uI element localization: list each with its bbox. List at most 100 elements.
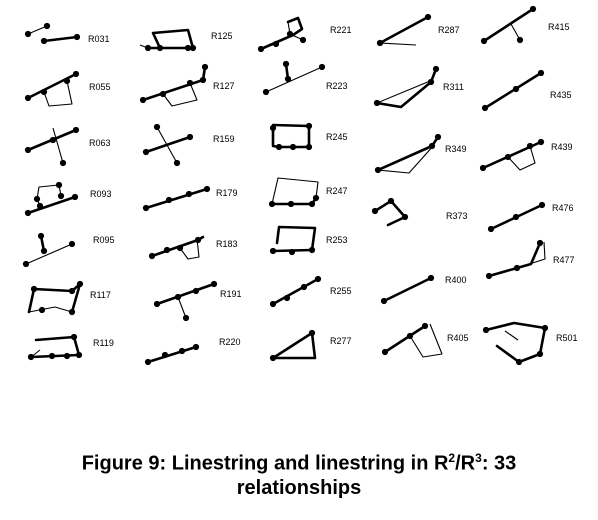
node-point <box>288 248 296 256</box>
linestring-b <box>271 177 319 205</box>
node-point <box>427 78 435 86</box>
node-point <box>287 200 295 208</box>
node-point <box>479 164 487 172</box>
exponent-3: 3 <box>475 451 482 465</box>
relationship-figure-r287: R287 <box>376 13 460 47</box>
relationship-figure-r221: R221 <box>257 16 352 53</box>
node-point <box>541 324 549 332</box>
node-point <box>283 294 291 302</box>
node-point <box>37 232 45 240</box>
node-point <box>374 166 382 174</box>
relationship-figure-r247: R247 <box>268 177 348 208</box>
node-point <box>380 297 388 305</box>
relationship-figure-r223: R223 <box>262 60 348 96</box>
node-point <box>308 200 316 208</box>
node-point <box>269 300 277 308</box>
linestring-b <box>377 144 435 174</box>
node-point <box>73 33 81 41</box>
node-point <box>434 133 442 141</box>
relationship-label: R349 <box>445 144 467 154</box>
space-symbol-r2: R <box>433 452 449 475</box>
node-point <box>63 77 71 85</box>
node-point <box>148 252 156 260</box>
node-point <box>192 343 200 351</box>
node-point <box>184 44 192 52</box>
linestring-a <box>259 16 304 51</box>
node-point <box>299 36 307 44</box>
node-point <box>269 124 277 132</box>
node-point <box>68 240 76 248</box>
node-point <box>536 239 544 247</box>
linestring-b <box>177 296 187 319</box>
node-point <box>537 138 545 146</box>
relationship-label: R477 <box>553 255 575 265</box>
caption-suffix: : 33 <box>481 452 517 475</box>
relationship-label: R055 <box>89 82 111 92</box>
node-point <box>22 260 30 268</box>
linestring-a <box>141 65 207 102</box>
relationship-figure-r119: R119 <box>27 333 114 361</box>
linestring-b <box>162 82 198 107</box>
node-point <box>373 99 381 107</box>
node-point <box>401 213 409 221</box>
relationship-figure-r055: R055 <box>24 70 111 107</box>
relationship-figure-r435: R435 <box>481 69 572 112</box>
node-point <box>275 143 283 151</box>
node-point <box>24 94 32 102</box>
node-point <box>282 60 290 68</box>
node-point <box>40 88 48 96</box>
linestring-a <box>373 199 407 227</box>
relationship-figure-r476: R476 <box>487 201 574 233</box>
relationship-figure-r117: R117 <box>27 280 111 316</box>
node-point <box>529 5 537 13</box>
relationship-figure-r127: R127 <box>139 63 235 107</box>
linestring-a <box>271 331 317 360</box>
node-point <box>194 236 202 244</box>
relationship-label: R311 <box>443 82 464 92</box>
relationship-label: R373 <box>446 211 468 221</box>
relationship-figure-r400: R400 <box>380 274 467 305</box>
space-symbol-r3: R <box>460 452 476 475</box>
node-point <box>318 63 326 71</box>
node-point <box>63 352 71 360</box>
linestring-a <box>382 276 433 303</box>
relationship-label: R435 <box>550 90 572 100</box>
relationship-label: R415 <box>548 22 570 32</box>
relationship-figure-r093: R093 <box>24 181 112 217</box>
node-point <box>43 22 51 30</box>
relationship-label: R247 <box>326 186 348 196</box>
relationship-figure-r415: R415 <box>480 5 570 45</box>
relationship-label: R501 <box>556 333 578 343</box>
node-point <box>515 358 523 366</box>
node-point <box>284 75 292 83</box>
relationship-label: R253 <box>326 235 348 245</box>
linestring-a <box>155 282 216 306</box>
node-point <box>174 293 182 301</box>
node-point <box>289 143 297 151</box>
linestring-a <box>144 187 209 210</box>
node-point <box>70 333 78 341</box>
node-point <box>481 104 489 112</box>
node-point <box>189 44 197 52</box>
linestring-a <box>376 135 440 172</box>
node-point <box>186 133 194 141</box>
relationship-label: R405 <box>447 333 469 343</box>
node-point <box>173 159 181 167</box>
node-point <box>314 275 322 283</box>
relationship-label: R159 <box>213 134 235 144</box>
node-point <box>165 196 173 204</box>
node-point <box>71 193 79 201</box>
caption-prefix: Figure 9: Linestring and linestring in <box>81 452 434 475</box>
node-point <box>144 44 152 52</box>
relationship-label: R127 <box>213 81 235 91</box>
relationship-figure-r311: R311 <box>373 65 464 109</box>
linestring-a <box>146 345 198 364</box>
relationship-label: R117 <box>90 290 111 300</box>
node-point <box>48 352 56 360</box>
node-point <box>427 274 435 282</box>
linestring-a <box>271 225 317 253</box>
node-point <box>308 329 316 337</box>
node-point <box>40 247 48 255</box>
node-point <box>139 96 147 104</box>
linestring-b <box>504 330 519 341</box>
